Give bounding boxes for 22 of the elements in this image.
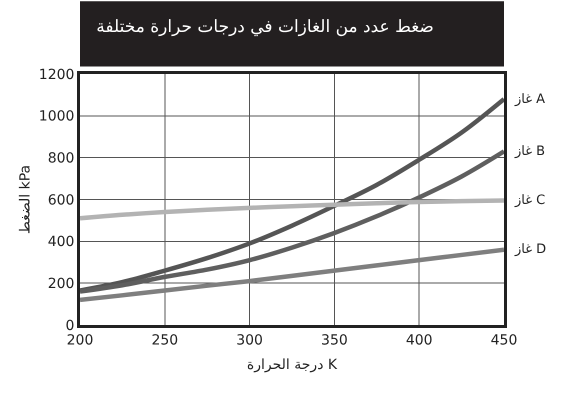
x-tick-label: 400 xyxy=(406,332,433,349)
x-tick-label: 450 xyxy=(490,332,518,349)
y-tick-label: 1200 xyxy=(38,66,74,83)
y-tick-label: 200 xyxy=(48,276,74,292)
line-series xyxy=(80,198,504,221)
series-label: غاز B xyxy=(514,144,546,159)
x-tick-label: 200 xyxy=(66,332,94,349)
series-label: غاز A xyxy=(514,92,546,107)
x-tick-label: 300 xyxy=(236,332,263,349)
line-series xyxy=(80,247,504,302)
series-label: غاز C xyxy=(514,193,546,208)
x-tick-label: 350 xyxy=(321,332,348,349)
chart-title: ضغط عدد من الغازات في درجات حرارة مختلفة xyxy=(96,17,434,38)
x-axis-title: درجة الحرارة K xyxy=(246,356,338,373)
y-tick-label: 1000 xyxy=(38,108,74,125)
x-tick-label: 250 xyxy=(151,332,178,349)
y-axis-title: الضغط kPa xyxy=(17,164,34,234)
y-tick-label: 800 xyxy=(48,150,74,167)
y-tick-label: 600 xyxy=(48,192,74,208)
y-tick-label: 400 xyxy=(48,234,74,250)
series-label: غاز D xyxy=(514,242,546,257)
y-tick-label: 0 xyxy=(66,318,74,334)
